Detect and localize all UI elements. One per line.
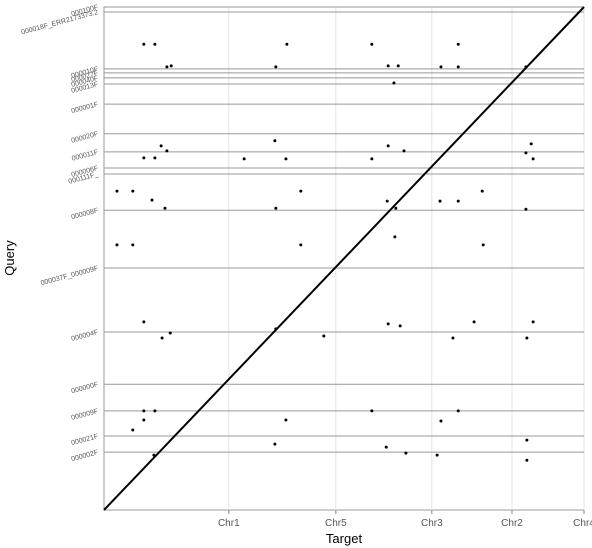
y-tick-label: 000004F — [71, 329, 100, 343]
point — [153, 409, 157, 413]
point — [131, 428, 135, 432]
point — [472, 320, 476, 324]
point — [392, 81, 396, 85]
point — [525, 336, 529, 340]
point — [115, 189, 119, 193]
point — [142, 156, 146, 160]
point — [142, 320, 146, 324]
point — [153, 156, 157, 160]
y-tick-label: 000008F — [71, 207, 100, 221]
point — [322, 334, 326, 338]
point — [284, 157, 288, 161]
diagonal-line — [103, 6, 585, 511]
point — [274, 65, 278, 69]
point — [152, 453, 156, 457]
point — [531, 157, 535, 161]
y-axis-title: Query — [2, 240, 17, 276]
y-tick-label: 000000F — [71, 381, 100, 395]
point — [531, 320, 535, 324]
point — [529, 142, 533, 146]
point — [165, 149, 169, 153]
x-tick-label: Chr2 — [501, 518, 523, 529]
y-tick-label: 000011F — [71, 149, 99, 163]
x-tick-label: Chr3 — [421, 518, 443, 529]
point — [160, 336, 164, 340]
point — [370, 42, 374, 46]
point — [456, 42, 460, 46]
point — [285, 42, 289, 46]
point — [525, 438, 529, 442]
point — [153, 42, 157, 46]
point — [299, 189, 303, 193]
point — [456, 199, 460, 203]
y-tick-label: 000021F — [71, 433, 100, 447]
y-tick-label: 000002F — [71, 449, 100, 463]
point — [438, 199, 442, 203]
y-tick-label: 000037F_000009F — [40, 265, 99, 287]
point — [480, 189, 484, 193]
point — [386, 144, 390, 148]
point — [163, 206, 167, 210]
point — [524, 207, 528, 211]
point — [142, 418, 146, 422]
point — [168, 331, 172, 335]
point — [386, 322, 390, 326]
point — [439, 65, 443, 69]
point — [456, 65, 460, 69]
y-tick-label: 000009F — [71, 408, 100, 422]
point — [142, 409, 146, 413]
point — [142, 42, 146, 46]
point — [451, 336, 455, 340]
point — [115, 243, 119, 247]
point — [524, 65, 528, 69]
point — [131, 243, 135, 247]
point — [370, 409, 374, 413]
point — [169, 64, 173, 68]
y-tick-label: 000018F_ERR2173373.2 — [21, 9, 100, 36]
point — [273, 139, 277, 143]
point — [439, 419, 443, 423]
point — [150, 198, 154, 202]
point — [384, 445, 388, 449]
x-tick-label: Chr5 — [325, 518, 347, 529]
point — [481, 243, 485, 247]
point — [386, 64, 390, 68]
y-tick-label: 000020F — [71, 131, 100, 145]
point — [284, 418, 288, 422]
point — [131, 189, 135, 193]
point — [402, 149, 406, 153]
point — [398, 324, 402, 328]
point — [524, 151, 528, 155]
point — [370, 157, 374, 161]
point — [273, 442, 277, 446]
point — [165, 65, 169, 69]
point — [435, 453, 439, 457]
point — [242, 157, 246, 161]
point — [274, 206, 278, 210]
point — [404, 451, 408, 455]
point — [274, 327, 278, 331]
point — [385, 199, 389, 203]
y-tick-label: 000001F — [71, 101, 100, 115]
x-axis-title: Target — [326, 531, 363, 546]
point — [299, 243, 303, 247]
point — [456, 409, 460, 413]
point — [393, 235, 397, 239]
point — [525, 458, 529, 462]
x-tick-label: Chr1 — [218, 518, 240, 529]
x-tick-label: Chr4 — [573, 518, 592, 529]
point — [159, 144, 163, 148]
point — [396, 64, 400, 68]
point — [394, 206, 398, 210]
